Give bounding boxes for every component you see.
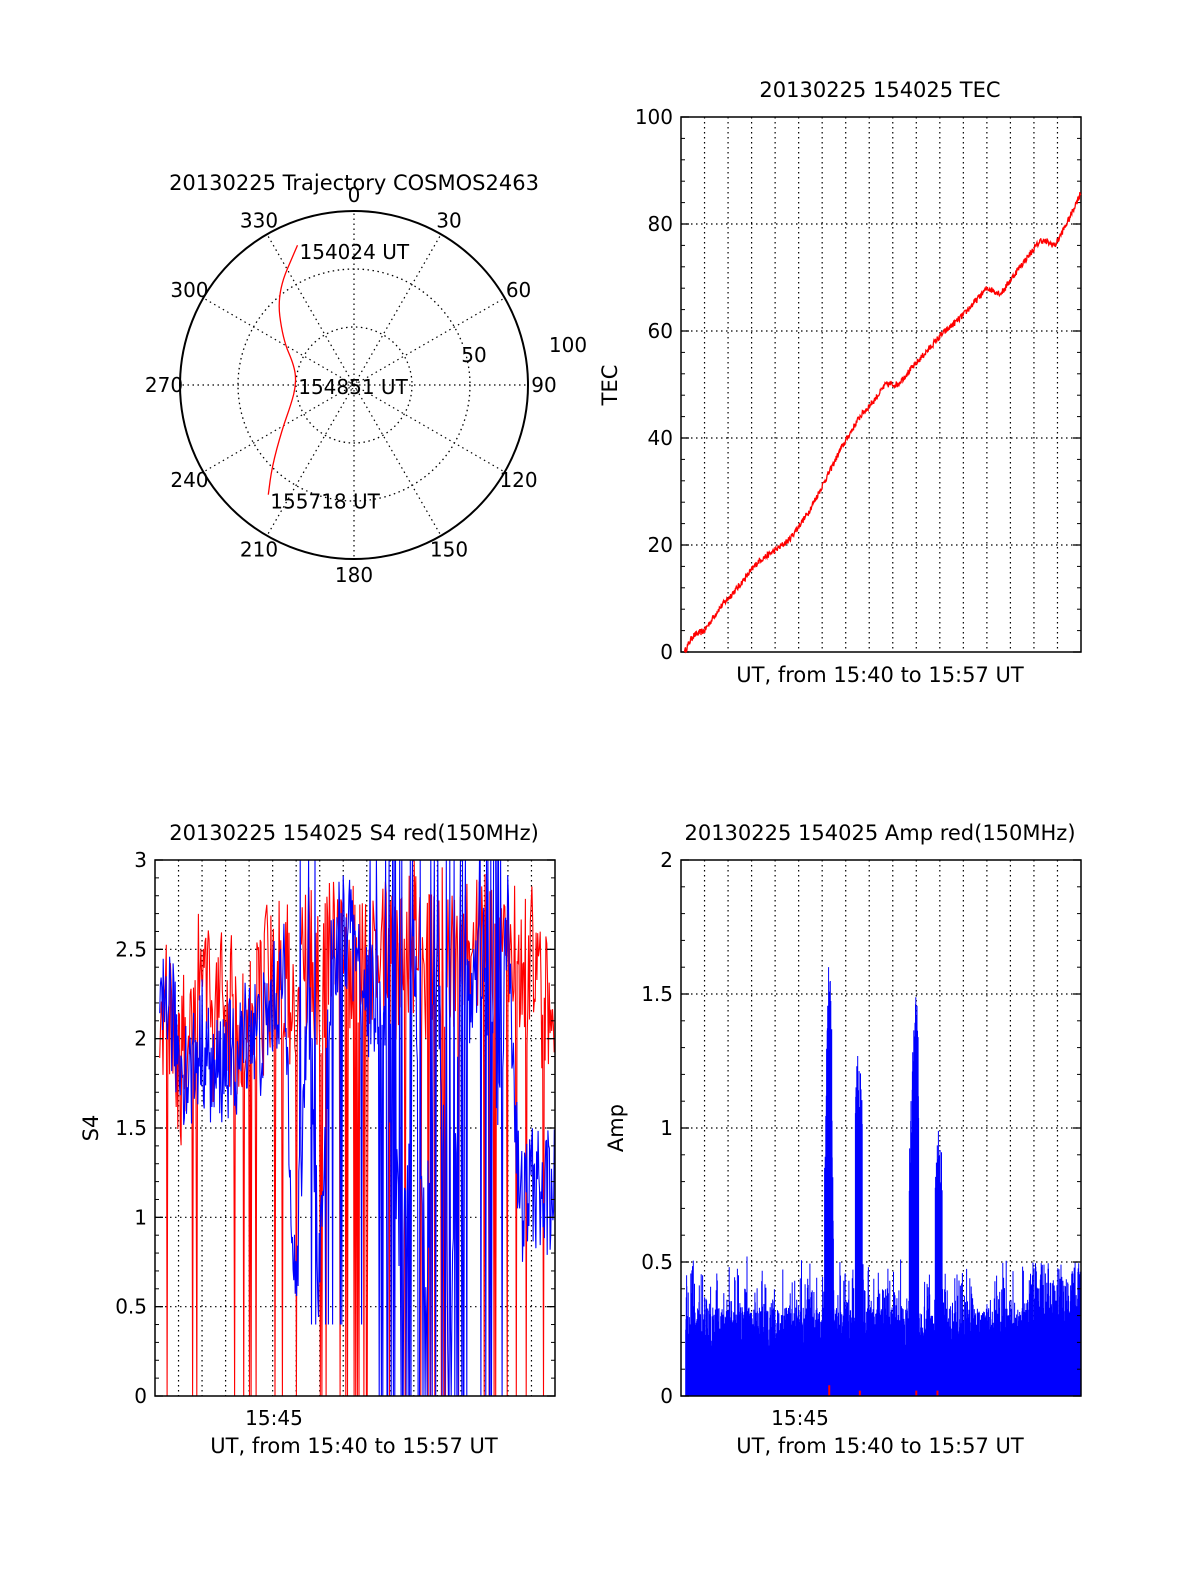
amp-x-axis-label: UT, from 15:40 to 15:57 UT	[736, 1434, 1024, 1458]
trajectory-annotation-2: 155718 UT	[270, 490, 380, 514]
tec-chart: 20130225 154025 TEC 0 20 40 60 80 100 TEC UT,…	[598, 78, 1082, 687]
amp-blue-series-line	[685, 967, 1082, 1396]
polar-spoke-150	[353, 384, 442, 536]
tec-ytick-label-3: 60	[648, 319, 673, 343]
trajectory-annotations: 154024 UT 154851 UT 155718 UT	[270, 240, 410, 514]
trajectory-title: 20130225 Trajectory COSMOS2463	[169, 171, 539, 195]
s4-blue-series-line	[159, 859, 556, 1397]
tec-series-line	[683, 192, 1082, 654]
s4-ytick-label-4: 2	[134, 1027, 147, 1051]
polar-angle-label-90: 90	[531, 373, 556, 397]
polar-angle-label-120: 120	[499, 468, 537, 492]
s4-ytick-label-6: 3	[134, 848, 147, 872]
polar-center-ring	[349, 380, 359, 390]
amp-ytick-label-1: 0.5	[641, 1250, 673, 1274]
s4-red-series-line	[159, 860, 555, 1397]
tec-ytick-label-4: 80	[648, 212, 673, 236]
polar-outer-circle	[179, 210, 529, 560]
s4-y-ticks: 0 0.5 1 1.5 2 2.5 3	[115, 848, 555, 1408]
polar-ring-0	[295, 326, 413, 444]
tec-y-ticks: 0 20 40 60 80 100	[635, 105, 1081, 664]
s4-ytick-label-2: 1	[134, 1205, 147, 1229]
amp-gridlines	[681, 860, 1081, 1396]
polar-angle-label-210: 210	[240, 538, 278, 562]
amp-ytick-label-0: 0	[660, 1384, 673, 1408]
tec-ytick-label-1: 20	[648, 533, 673, 557]
tec-x-axis-label: UT, from 15:40 to 15:57 UT	[736, 663, 1024, 687]
amp-title: 20130225 154025 Amp red(150MHz)	[684, 821, 1075, 845]
polar-angle-labels: 0 30 60 90 120 150 180 210 240 270 300 330	[145, 183, 557, 587]
amp-y-ticks: 0 0.5 1 1.5 2	[641, 848, 1081, 1408]
polar-angle-label-150: 150	[430, 538, 468, 562]
polar-spoke-240	[203, 384, 355, 473]
tec-ytick-label-0: 0	[660, 640, 673, 664]
s4-y-axis-label: S4	[79, 1115, 103, 1142]
s4-ytick-label-1: 0.5	[115, 1295, 147, 1319]
amp-chart: 20130225 154025 Amp red(150MHz) 0 0.5 1 1.5…	[604, 821, 1082, 1458]
tec-y-axis-label: TEC	[598, 365, 622, 407]
trajectory-polar-chart: 20130225 Trajectory COSMOS2463 0 30 60 90 12…	[145, 171, 587, 587]
trajectory-annotation-0: 154024 UT	[300, 240, 410, 264]
polar-angle-label-300: 300	[170, 278, 208, 302]
polar-angle-label-270: 270	[145, 373, 183, 397]
trajectory-annotation-1: 154851 UT	[298, 375, 408, 399]
polar-angle-label-60: 60	[506, 278, 531, 302]
tec-plot-frame	[680, 116, 1082, 653]
s4-x-axis-label: UT, from 15:40 to 15:57 UT	[210, 1434, 498, 1458]
polar-angle-label-240: 240	[170, 468, 208, 492]
tec-gridlines	[681, 117, 1081, 652]
polar-spoke-210	[266, 384, 355, 536]
polar-spoke-120	[353, 384, 505, 473]
amp-x-tick-label-1545: 15:45	[771, 1406, 829, 1430]
polar-angle-label-30: 30	[436, 208, 461, 232]
s4-x-tick-label-1545: 15:45	[245, 1406, 303, 1430]
s4-series-marks	[159, 859, 556, 1397]
tec-title: 20130225 154025 TEC	[759, 78, 1000, 102]
polar-spoke-30	[353, 234, 442, 386]
polar-spoke-60	[353, 297, 505, 386]
polar-angle-label-330: 330	[240, 208, 278, 232]
trajectory-series-line	[267, 244, 299, 495]
tec-ytick-label-5: 100	[635, 105, 673, 129]
polar-angle-label-0: 0	[348, 183, 361, 207]
polar-spoke-300	[203, 297, 355, 386]
amp-ytick-label-2: 1	[660, 1116, 673, 1140]
s4-ytick-label-5: 2.5	[115, 937, 147, 961]
polar-grid	[180, 211, 528, 559]
amp-ytick-label-4: 2	[660, 848, 673, 872]
polar-radius-label-50: 50	[461, 343, 486, 367]
s4-chart: 20130225 154025 S4 red(150MHz) 0 0.5 1 1.5 2…	[79, 821, 556, 1458]
amp-ytick-label-3: 1.5	[641, 982, 673, 1006]
s4-ytick-label-0: 0	[134, 1384, 147, 1408]
amp-series-marks	[685, 967, 1082, 1396]
polar-angle-label-180: 180	[335, 563, 373, 587]
polar-spoke-330	[266, 234, 355, 386]
tec-ytick-label-2: 40	[648, 426, 673, 450]
s4-title: 20130225 154025 S4 red(150MHz)	[169, 821, 539, 845]
polar-radius-label-100: 100	[549, 333, 587, 357]
s4-ytick-label-3: 1.5	[115, 1116, 147, 1140]
amp-y-axis-label: Amp	[604, 1104, 628, 1152]
